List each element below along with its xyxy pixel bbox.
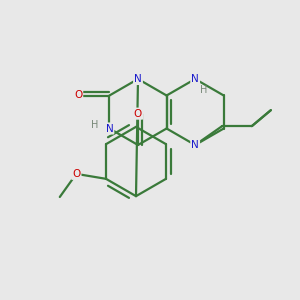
Text: N: N [106,124,113,134]
Text: N: N [134,74,142,84]
Text: O: O [72,169,80,179]
Text: H: H [91,121,98,130]
Text: N: N [191,74,199,84]
Text: H: H [200,85,208,95]
Text: O: O [74,91,82,100]
Text: N: N [191,140,199,150]
Text: O: O [134,109,142,118]
